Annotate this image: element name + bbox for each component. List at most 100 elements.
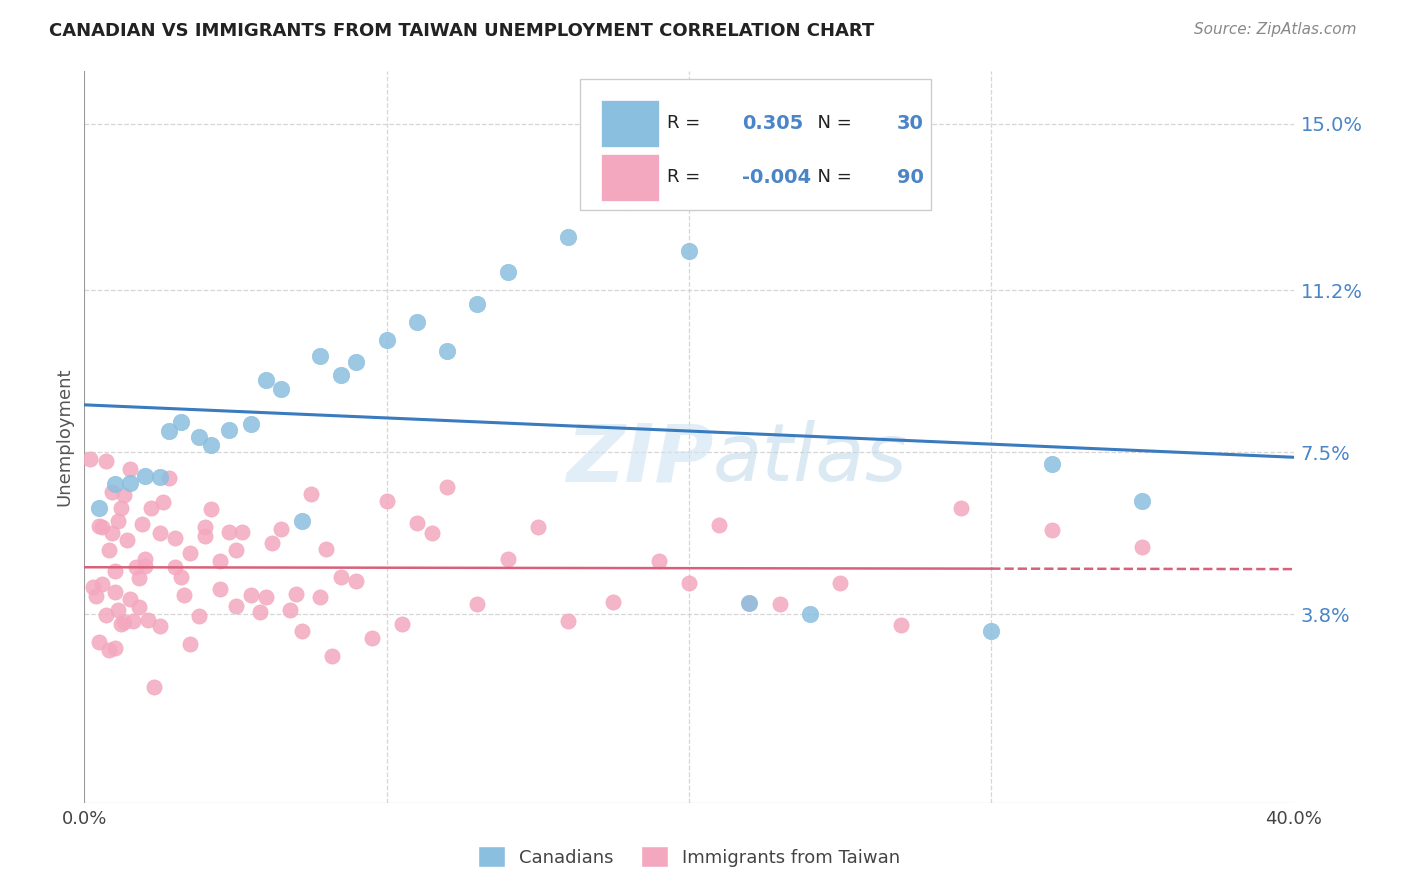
Point [1040,457,1063,471]
Point [115,533,138,548]
Point [1130,493,1153,508]
Text: CANADIAN VS IMMIGRANTS FROM TAIWAN UNEMPLOYMENT CORRELATION CHART: CANADIAN VS IMMIGRANTS FROM TAIWAN UNEMP… [49,22,875,40]
Point [496,552,519,566]
Point [179,637,201,651]
Text: 0.305: 0.305 [742,114,803,133]
Point [134,552,156,566]
Point [118,476,141,491]
Point [209,582,232,596]
Point [112,488,135,502]
Text: N =: N = [806,114,858,132]
Point [134,559,156,574]
Point [107,514,129,528]
Point [110,501,132,516]
Point [285,587,308,601]
Point [165,532,187,546]
Point [890,618,912,632]
Point [91,520,114,534]
Point [557,614,579,628]
Point [149,525,172,540]
Point [104,564,127,578]
Point [602,595,624,609]
Point [309,591,332,605]
Point [125,560,148,574]
Text: Source: ZipAtlas.com: Source: ZipAtlas.com [1194,22,1357,37]
Point [406,315,429,329]
Point [249,605,271,619]
Point [467,297,489,311]
Point [406,516,429,530]
Point [94,453,117,467]
Point [194,529,217,543]
Point [152,495,174,509]
Point [436,480,458,494]
Point [299,486,322,500]
Text: -0.004: -0.004 [742,168,811,186]
Point [157,425,180,439]
Point [170,415,193,429]
Point [830,575,852,590]
Point [165,560,187,574]
Point [225,542,247,557]
Point [209,553,232,567]
Text: atlas: atlas [713,420,908,498]
Point [136,613,159,627]
Point [142,680,165,694]
Point [194,519,217,533]
Point [225,599,247,613]
Y-axis label: Unemployment: Unemployment [55,368,73,507]
Point [149,619,172,633]
Point [89,635,111,649]
Point [200,501,222,516]
Point [170,570,193,584]
Point [112,615,135,630]
Point [218,423,240,437]
Point [118,591,141,606]
Point [496,265,519,279]
FancyBboxPatch shape [600,100,659,147]
Point [128,571,150,585]
Text: 30: 30 [897,114,924,133]
Point [420,526,443,541]
Point [134,468,156,483]
Point [330,570,353,584]
Point [107,603,129,617]
Point [188,609,211,624]
Point [104,585,127,599]
Point [346,355,368,369]
Point [121,615,143,629]
Point [648,554,671,568]
Point [678,576,700,591]
Point [346,574,368,589]
Point [131,516,153,531]
Point [330,368,353,382]
Point [218,524,240,539]
Text: R =: R = [668,169,706,186]
Point [950,500,973,515]
Point [173,588,195,602]
FancyBboxPatch shape [600,153,659,201]
Point [118,462,141,476]
Point [179,546,201,560]
Point [128,600,150,615]
Point [738,596,761,610]
Point [91,577,114,591]
Point [239,417,262,431]
Point [315,542,337,557]
Point [309,349,332,363]
Point [391,617,413,632]
Point [321,649,343,664]
Point [467,598,489,612]
Text: ZIP: ZIP [565,420,713,498]
Point [94,607,117,622]
Point [89,518,111,533]
Point [231,524,253,539]
Point [291,624,314,639]
Point [270,382,292,396]
Point [239,588,262,602]
Point [557,229,579,244]
Point [799,607,821,621]
Point [139,501,162,516]
Point [1130,540,1153,554]
Point [104,477,127,491]
